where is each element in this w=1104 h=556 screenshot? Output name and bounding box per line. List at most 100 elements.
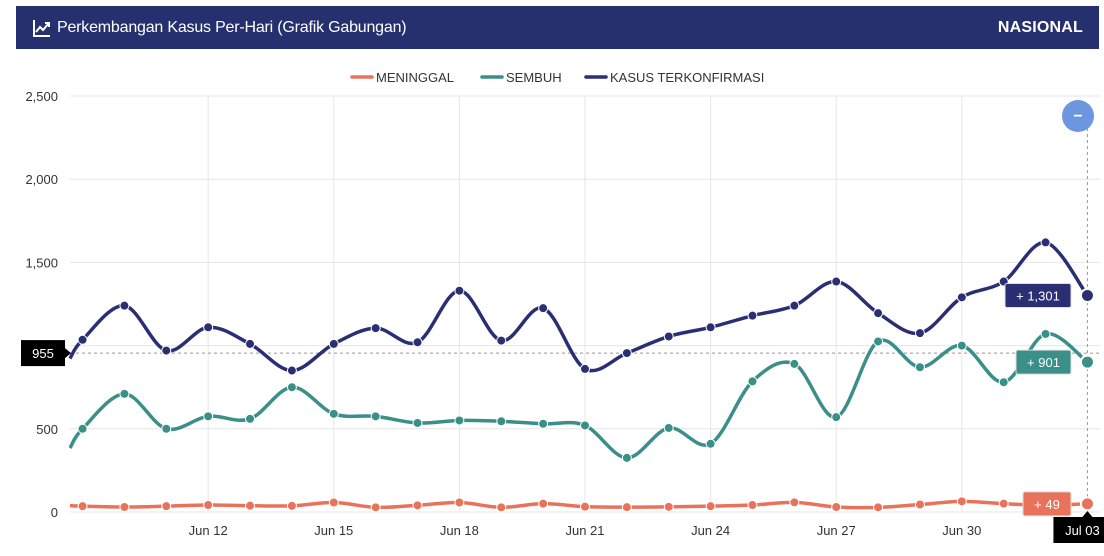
data-point-meninggal[interactable] [454,497,465,508]
data-point-sembuh[interactable] [580,420,590,431]
data-point-sembuh[interactable] [914,362,925,373]
data-point-meninggal[interactable] [245,500,256,511]
zoom-out-icon[interactable] [1062,100,1094,132]
data-point-kasus-terkonfirmasi[interactable] [370,323,381,334]
data-point-meninggal[interactable] [203,500,214,511]
scope-label[interactable]: NASIONAL [997,18,1083,36]
data-point-meninggal[interactable] [873,502,884,513]
data-point-sembuh[interactable] [831,412,842,423]
data-point-kasus-terkonfirmasi[interactable] [496,335,507,346]
data-point-kasus-terkonfirmasi[interactable] [621,348,632,359]
data-point-kasus-terkonfirmasi[interactable] [789,300,800,311]
data-point-kasus-terkonfirmasi[interactable] [245,338,256,349]
data-point-kasus-terkonfirmasi[interactable] [538,303,549,314]
data-point-kasus-terkonfirmasi[interactable] [873,308,884,319]
data-point-sembuh[interactable] [454,415,465,426]
data-point-kasus-terkonfirmasi[interactable] [747,310,758,321]
crosshair-value-label: 955 [32,346,54,361]
data-point-kasus-terkonfirmasi[interactable] [454,285,465,296]
data-point-sembuh[interactable] [873,336,884,347]
data-point-sembuh[interactable] [161,423,172,434]
data-point-meninggal[interactable] [1079,496,1095,512]
data-point-meninggal[interactable] [580,501,590,512]
y-tick-label: 500 [36,422,58,437]
x-tick-label: Jun 21 [565,523,604,538]
data-point-sembuh[interactable] [789,358,800,369]
x-tick-label: Jun 27 [817,523,856,538]
crosshair-date-label: Jul 03 [1065,523,1100,538]
data-point-meninggal[interactable] [161,501,172,512]
data-point-sembuh[interactable] [1079,354,1095,370]
data-point-kasus-terkonfirmasi[interactable] [705,322,716,333]
data-point-sembuh[interactable] [245,413,256,424]
y-tick-label: 0 [51,505,58,520]
data-point-sembuh[interactable] [203,411,214,422]
x-tick-label: Jun 30 [942,523,981,538]
data-point-kasus-terkonfirmasi[interactable] [119,300,130,311]
data-point-meninggal[interactable] [705,501,716,512]
data-point-sembuh[interactable] [1040,328,1051,339]
data-point-sembuh[interactable] [621,452,632,463]
series-line-sembuh [68,332,1089,460]
x-tick-label: Jun 24 [691,523,730,538]
legend-label: SEMBUH [506,70,562,85]
data-point-meninggal[interactable] [77,501,88,512]
data-point-sembuh[interactable] [496,416,507,427]
data-point-kasus-terkonfirmasi[interactable] [956,292,967,303]
data-point-meninggal[interactable] [119,502,130,513]
data-point-kasus-terkonfirmasi[interactable] [580,363,590,374]
data-point-sembuh[interactable] [286,382,297,393]
crosshair-date-box [1053,517,1104,543]
data-point-sembuh[interactable] [747,376,758,387]
data-point-sembuh[interactable] [119,388,130,399]
data-point-sembuh[interactable] [538,418,549,429]
data-point-sembuh[interactable] [663,422,674,433]
data-point-kasus-terkonfirmasi[interactable] [412,337,423,348]
data-point-meninggal[interactable] [328,497,339,508]
data-point-kasus-terkonfirmasi[interactable] [203,322,214,333]
data-point-sembuh[interactable] [956,340,967,351]
zoom-out-label: − [1073,108,1082,125]
data-point-meninggal[interactable] [956,496,967,507]
data-point-meninggal[interactable] [998,498,1009,509]
value-tooltip [1004,283,1072,309]
data-point-meninggal[interactable] [663,501,674,512]
chart-header: Perkembangan Kasus Per-Hari (Grafik Gabu… [16,6,1099,49]
line-chart-icon [32,18,52,38]
data-point-kasus-terkonfirmasi[interactable] [1040,237,1051,248]
crosshair-date-pointer [1082,511,1093,517]
data-point-meninggal[interactable] [370,502,381,513]
data-point-kasus-terkonfirmasi[interactable] [161,345,172,356]
data-point-meninggal[interactable] [914,499,925,510]
data-point-kasus-terkonfirmasi[interactable] [77,334,88,345]
data-point-sembuh[interactable] [328,408,339,419]
data-point-kasus-terkonfirmasi[interactable] [1079,288,1095,304]
data-point-sembuh[interactable] [77,423,88,434]
data-point-kasus-terkonfirmasi[interactable] [286,365,297,376]
data-point-meninggal[interactable] [621,502,632,513]
data-point-kasus-terkonfirmasi[interactable] [328,338,339,349]
data-point-meninggal[interactable] [412,500,423,511]
data-point-meninggal[interactable] [789,497,800,508]
data-point-kasus-terkonfirmasi[interactable] [914,328,925,339]
legend-label: MENINGGAL [376,70,454,85]
y-tick-label: 1,500 [25,255,58,270]
data-point-meninggal[interactable] [747,500,758,511]
data-point-meninggal[interactable] [286,500,297,511]
data-point-meninggal[interactable] [538,498,549,509]
chart-title: Perkembangan Kasus Per-Hari (Grafik Gabu… [57,18,407,36]
data-point-kasus-terkonfirmasi[interactable] [663,331,674,342]
data-point-meninggal[interactable] [831,502,842,513]
data-point-sembuh[interactable] [412,417,423,428]
data-point-sembuh[interactable] [998,377,1009,388]
data-point-kasus-terkonfirmasi[interactable] [831,276,842,287]
y-tick-label: 2,000 [25,172,58,187]
x-tick-label: Jun 12 [189,523,228,538]
crosshair-value-pointer [65,348,71,359]
series-line-meninggal [69,499,1088,510]
data-point-sembuh[interactable] [370,411,381,422]
data-point-meninggal[interactable] [496,502,507,513]
value-tooltip [1015,349,1072,375]
data-point-sembuh[interactable] [705,438,716,449]
